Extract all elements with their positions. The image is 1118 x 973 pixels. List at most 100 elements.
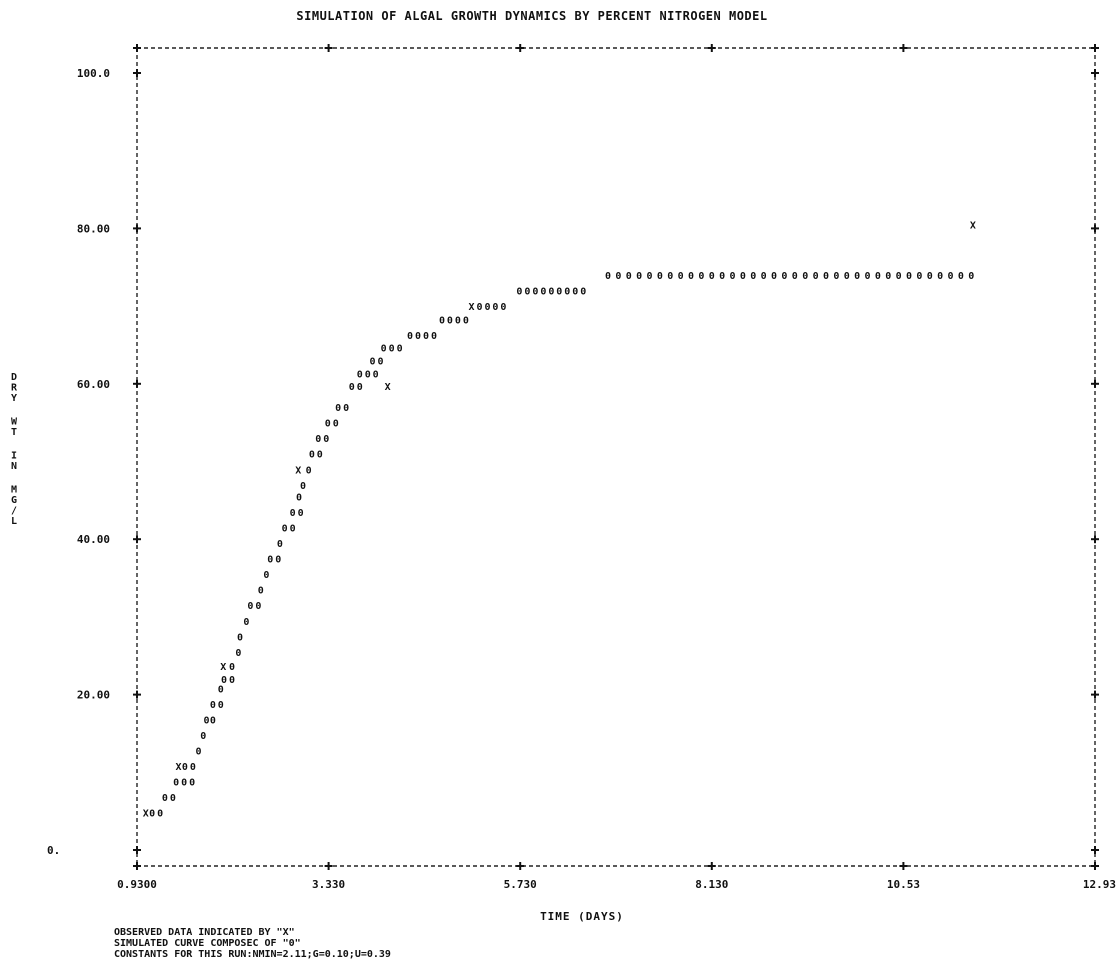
simulated-point: 0 xyxy=(200,731,206,742)
simulated-point: 0 xyxy=(373,370,379,381)
simulated-point: 0 xyxy=(647,271,653,282)
simulated-point: 0 xyxy=(500,302,506,313)
simulated-point: 0 xyxy=(423,331,429,342)
simulated-point: 0 xyxy=(864,271,870,282)
simulated-point: 0 xyxy=(916,271,922,282)
simulated-point: 0 xyxy=(369,356,375,367)
simulated-point: 0 xyxy=(615,271,621,282)
y-axis-label: DRY WT IN MG/L xyxy=(11,372,18,527)
y-axis-label-char: M xyxy=(11,485,17,496)
simulated-point: 0 xyxy=(323,434,329,445)
simulated-point: 0 xyxy=(688,271,694,282)
simulated-point: 0 xyxy=(397,343,403,354)
simulated-point: 0 xyxy=(750,271,756,282)
observed-point: X xyxy=(970,221,976,232)
simulated-point: 0 xyxy=(255,601,261,612)
simulated-point: 0 xyxy=(524,287,530,298)
simulated-point: 0 xyxy=(709,271,715,282)
simulated-point: 0 xyxy=(381,343,387,354)
simulated-point: 0 xyxy=(927,271,933,282)
y-axis-label-char: / xyxy=(11,506,17,517)
simulated-point: 0 xyxy=(875,271,881,282)
simulated-point: 0 xyxy=(657,271,663,282)
simulated-point: 0 xyxy=(237,632,243,643)
x-tick-label: 8.130 xyxy=(695,878,728,891)
simulated-point: 0 xyxy=(564,287,570,298)
simulated-point: 0 xyxy=(149,809,155,820)
simulated-point: 0 xyxy=(229,662,235,673)
x-tick-label: 5.730 xyxy=(504,878,537,891)
y-axis-label-char: W xyxy=(11,417,18,428)
y-axis-label-char: L xyxy=(11,516,17,527)
y-tick-label: 60.00 xyxy=(77,378,110,391)
simulated-point: 0 xyxy=(667,271,673,282)
simulated-point: 0 xyxy=(306,465,312,476)
simulated-point: 0 xyxy=(343,403,349,414)
y-tick-labels: 0. 20.00 40.00 60.00 80.00 100.0 xyxy=(47,67,110,857)
simulated-point: 0 xyxy=(740,271,746,282)
observed-point: X xyxy=(468,302,474,313)
simulated-point: 0 xyxy=(636,271,642,282)
simulated-point: 0 xyxy=(181,778,187,789)
simulated-point: 0 xyxy=(247,601,253,612)
simulated-point: 0 xyxy=(823,271,829,282)
plot-frame xyxy=(133,44,1099,870)
y-axis-label-char: G xyxy=(11,495,17,506)
simulated-point: 0 xyxy=(937,271,943,282)
simulated-point: 0 xyxy=(771,271,777,282)
simulated-point: 0 xyxy=(357,370,363,381)
simulated-point: 0 xyxy=(349,382,355,393)
note-line: OBSERVED DATA INDICATED BY "X" xyxy=(114,927,295,938)
run-notes: OBSERVED DATA INDICATED BY "X"SIMULATED … xyxy=(114,927,391,960)
simulated-point: 0 xyxy=(162,793,168,804)
simulated-point: 0 xyxy=(333,419,339,430)
simulated-point: 0 xyxy=(968,271,974,282)
simulated-point: 0 xyxy=(335,403,341,414)
simulated-point: 0 xyxy=(447,315,453,326)
simulated-point: 0 xyxy=(885,271,891,282)
simulated-point: 0 xyxy=(290,508,296,519)
simulated-point: 0 xyxy=(290,524,296,535)
simulated-point: 0 xyxy=(439,315,445,326)
simulated-point: 0 xyxy=(190,762,196,773)
simulated-point: 0 xyxy=(389,343,395,354)
simulated-point: 0 xyxy=(580,287,586,298)
y-axis-label-char: T xyxy=(11,427,17,438)
x-tick-label: 10.53 xyxy=(887,878,920,891)
note-line: CONSTANTS FOR THIS RUN:NMIN=2.11;G=0.10;… xyxy=(114,949,391,960)
x-tick-label: 12.93 xyxy=(1083,878,1116,891)
simulated-point: 0 xyxy=(309,450,315,461)
simulated-point: 0 xyxy=(781,271,787,282)
observed-point: X xyxy=(220,662,226,673)
simulated-point: 0 xyxy=(189,778,195,789)
x-tick-label: 0.9300 xyxy=(117,878,157,891)
simulated-point: 0 xyxy=(157,809,163,820)
simulated-point: 0 xyxy=(415,331,421,342)
simulated-point: 0 xyxy=(455,315,461,326)
y-tick-label: 40.00 xyxy=(77,533,110,546)
simulated-point: 0 xyxy=(210,700,216,711)
simulated-point: 0 xyxy=(173,778,179,789)
y-axis-label-char: R xyxy=(11,383,18,394)
simulated-point: 0 xyxy=(492,302,498,313)
simulated-point: 0 xyxy=(243,617,249,628)
simulated-point: 0 xyxy=(833,271,839,282)
simulated-point: 0 xyxy=(678,271,684,282)
simulated-point: 0 xyxy=(532,287,538,298)
y-axis-label-char: N xyxy=(11,461,17,472)
simulated-point: 0 xyxy=(802,271,808,282)
note-line: SIMULATED CURVE COMPOSEC OF "0" xyxy=(114,938,301,949)
simulated-point: 0 xyxy=(958,271,964,282)
x-tick-label: 3.330 xyxy=(312,878,345,891)
simulated-point: 0 xyxy=(854,271,860,282)
simulated-point: 0 xyxy=(221,675,227,686)
simulated-point: 0 xyxy=(229,675,235,686)
observed-point: X xyxy=(385,382,391,393)
simulated-point: 0 xyxy=(605,271,611,282)
simulated-point: 0 xyxy=(540,287,546,298)
simulated-point: 0 xyxy=(218,700,224,711)
y-tick-label: 100.0 xyxy=(77,67,110,80)
y-axis-label-char: I xyxy=(11,451,17,462)
